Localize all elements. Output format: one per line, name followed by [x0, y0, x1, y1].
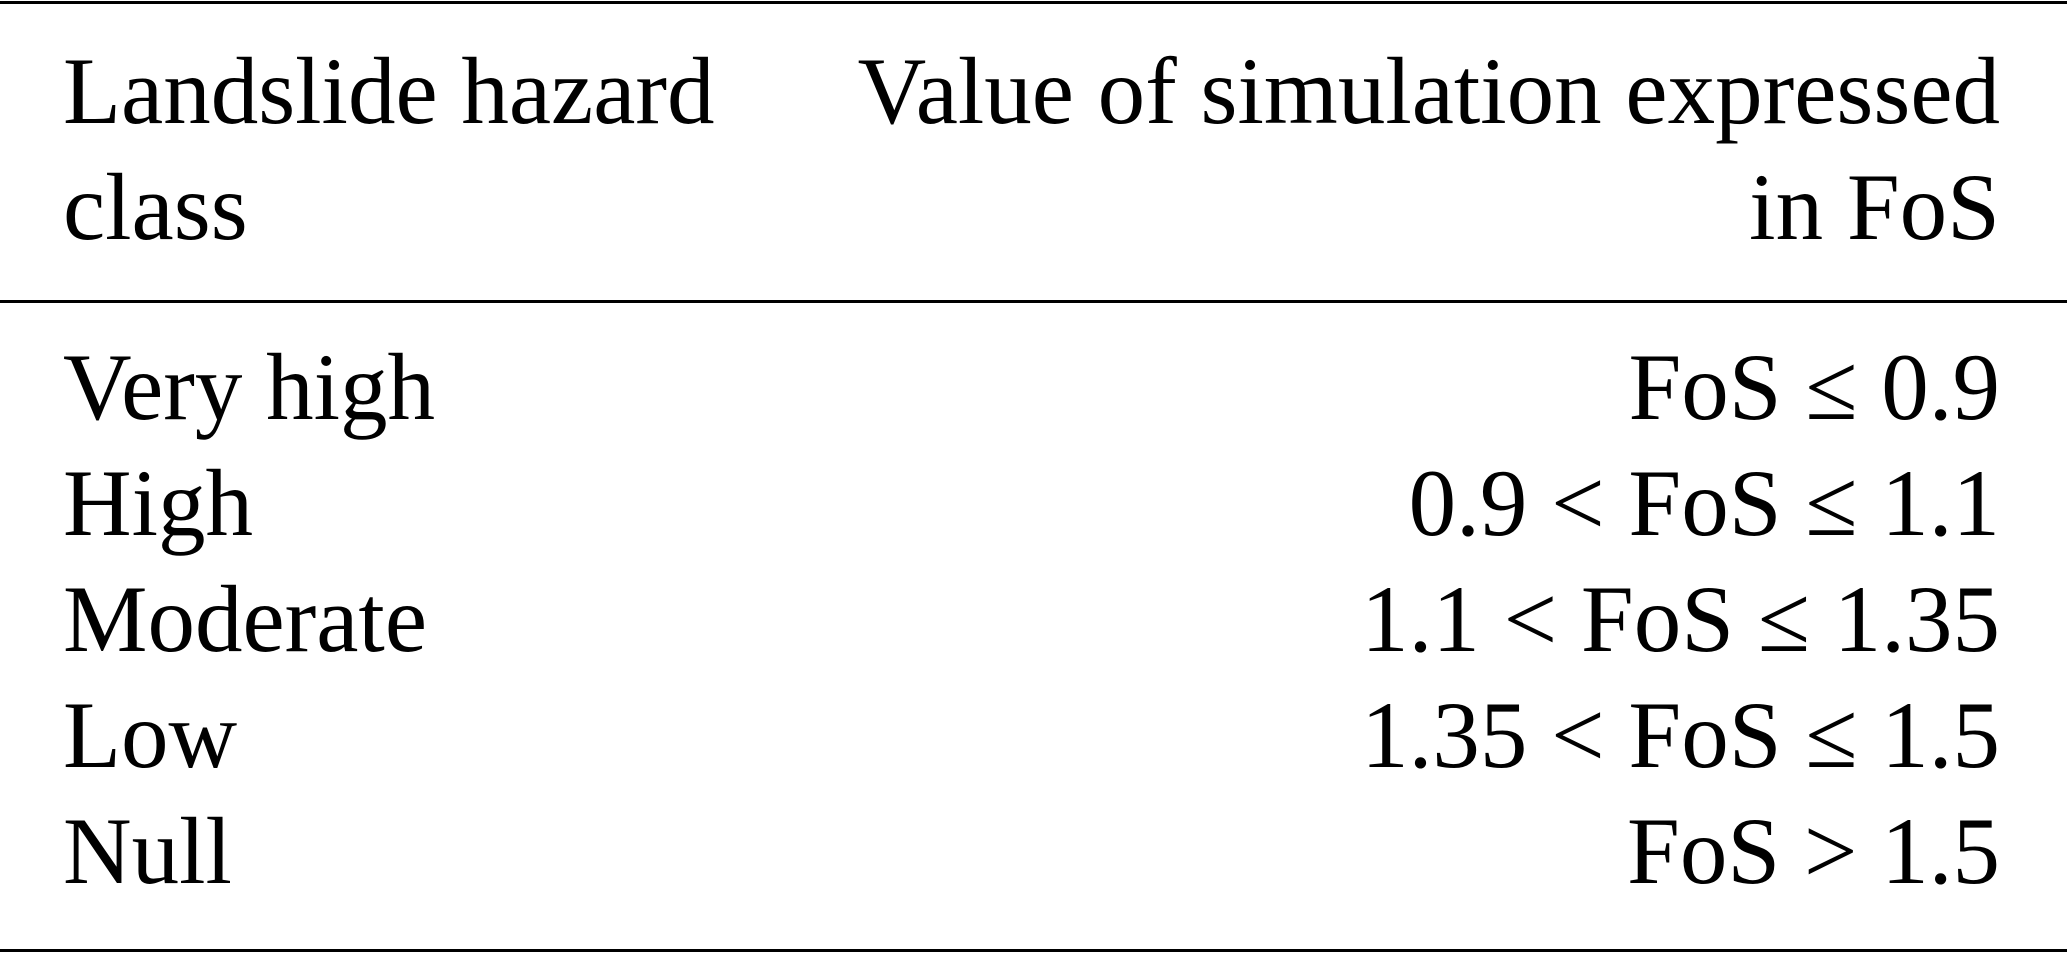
fos-range: 1.35 < FoS ≤ 1.5: [1361, 682, 2000, 788]
hazard-class: Very high: [63, 334, 436, 440]
header-cell: Value of simulation expressed in FoS: [857, 38, 2000, 260]
hazard-class: Moderate: [63, 566, 427, 672]
fos-range: 0.9 < FoS ≤ 1.1: [1408, 450, 2000, 556]
fos-range: 1.1 < FoS ≤ 1.35: [1361, 566, 2000, 672]
top-rule: [0, 1, 2067, 4]
hazard-class: Low: [63, 682, 238, 788]
header-rule: [0, 300, 2067, 303]
hazard-class: High: [63, 450, 253, 556]
fos-range: FoS ≤ 0.9: [1628, 334, 2000, 440]
header-cell: Landslide hazard class: [63, 38, 715, 260]
bottom-rule: [0, 949, 2067, 952]
fos-range: FoS > 1.5: [1627, 798, 2000, 904]
hazard-class: Null: [63, 798, 232, 904]
